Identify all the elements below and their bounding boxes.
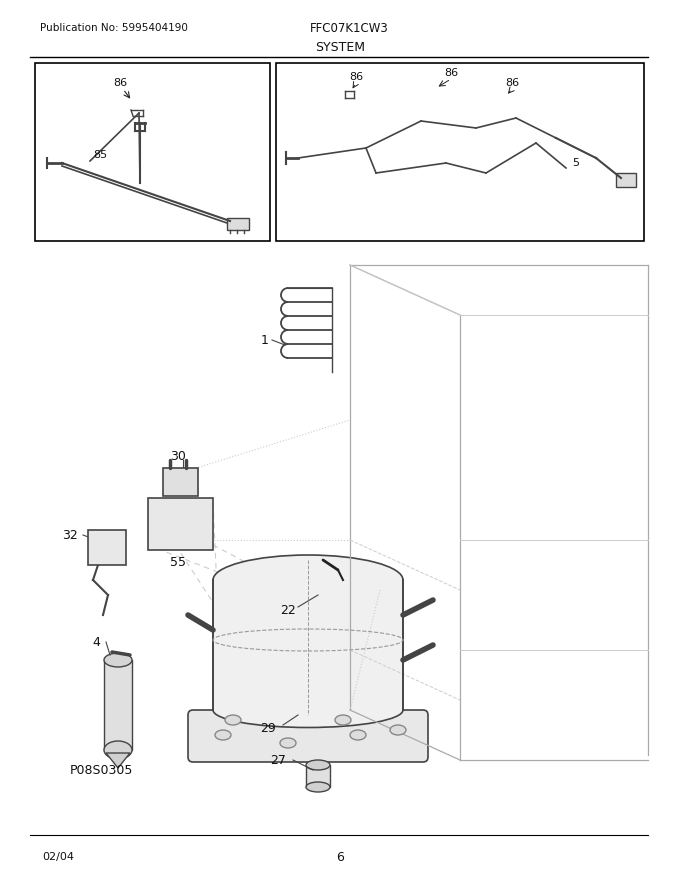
Text: 4: 4 bbox=[92, 635, 100, 649]
Ellipse shape bbox=[390, 725, 406, 735]
Text: Publication No: 5995404190: Publication No: 5995404190 bbox=[40, 23, 188, 33]
Text: 29: 29 bbox=[260, 722, 276, 735]
Ellipse shape bbox=[225, 715, 241, 725]
Text: 1: 1 bbox=[261, 334, 269, 347]
Text: 02/04: 02/04 bbox=[42, 852, 74, 862]
Text: 5: 5 bbox=[573, 158, 579, 168]
Ellipse shape bbox=[213, 555, 403, 605]
FancyBboxPatch shape bbox=[188, 710, 428, 762]
Text: FFC07K1CW3: FFC07K1CW3 bbox=[310, 21, 389, 34]
Text: 55: 55 bbox=[170, 555, 186, 568]
Ellipse shape bbox=[335, 715, 351, 725]
Text: 27: 27 bbox=[270, 753, 286, 766]
Bar bbox=[148, 498, 213, 550]
Polygon shape bbox=[106, 753, 130, 768]
Bar bbox=[616, 173, 636, 187]
Bar bbox=[88, 530, 126, 565]
Bar bbox=[306, 765, 330, 787]
Ellipse shape bbox=[306, 760, 330, 770]
Bar bbox=[163, 468, 198, 496]
Text: SYSTEM: SYSTEM bbox=[315, 40, 365, 54]
Text: 22: 22 bbox=[280, 604, 296, 617]
Text: 32: 32 bbox=[62, 529, 78, 541]
Ellipse shape bbox=[280, 738, 296, 748]
Text: 30: 30 bbox=[170, 450, 186, 463]
Bar bbox=[227, 218, 249, 230]
Bar bbox=[104, 660, 132, 750]
Bar bbox=[276, 63, 644, 241]
Text: 86: 86 bbox=[505, 78, 519, 88]
Bar bbox=[35, 63, 270, 241]
Text: P08S0305: P08S0305 bbox=[70, 764, 133, 776]
Ellipse shape bbox=[306, 782, 330, 792]
Ellipse shape bbox=[104, 741, 132, 759]
Polygon shape bbox=[213, 580, 403, 710]
Text: 86: 86 bbox=[444, 68, 458, 78]
Text: 85: 85 bbox=[93, 150, 107, 160]
Ellipse shape bbox=[213, 693, 403, 728]
Text: 86: 86 bbox=[349, 72, 363, 82]
Ellipse shape bbox=[350, 730, 366, 740]
Text: 6: 6 bbox=[336, 850, 344, 863]
Ellipse shape bbox=[215, 730, 231, 740]
Text: 86: 86 bbox=[113, 78, 127, 88]
Ellipse shape bbox=[104, 653, 132, 667]
